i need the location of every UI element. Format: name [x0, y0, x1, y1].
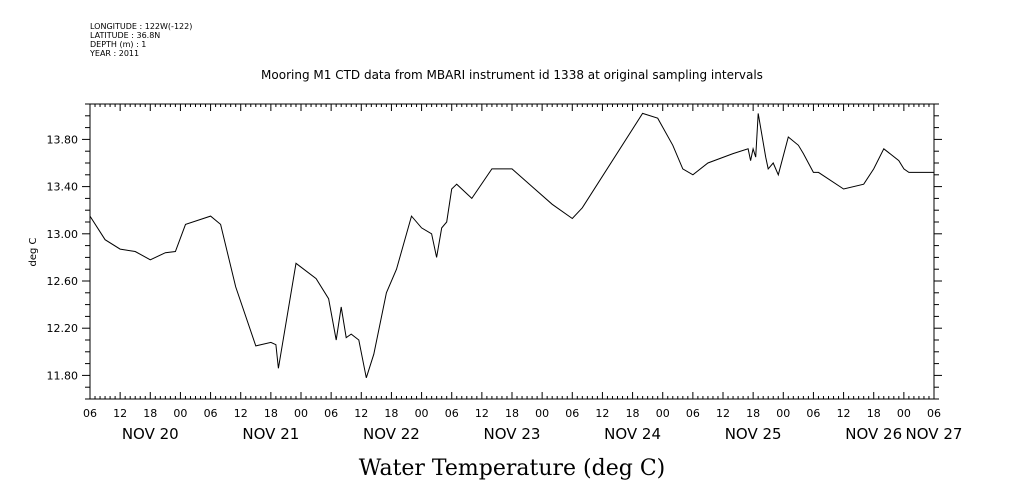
series-line	[89, 112, 934, 378]
x-hour-label: 06	[806, 407, 820, 420]
x-hour-label: 12	[475, 407, 489, 420]
x-day-label: NOV 22	[363, 425, 420, 443]
x-hour-label: 18	[505, 407, 519, 420]
y-axis-label: deg C	[28, 237, 39, 266]
x-tick-labels: 06 12 18 00 06 12 18 00 06 12 18 00 06 12 18 00 06 12 18 00…	[83, 407, 962, 443]
x-hour-label: 18	[626, 407, 640, 420]
x-axis-label: Water Temperature (deg C)	[359, 456, 666, 481]
x-hour-label: 00	[415, 407, 429, 420]
x-hour-label: 12	[113, 407, 127, 420]
y-tick-label: 12.60	[47, 275, 79, 288]
x-day-label: NOV 23	[484, 425, 541, 443]
x-hour-label: 18	[867, 407, 881, 420]
longitude-label: LONGITUDE : 122W(-122)	[90, 22, 193, 31]
x-day-label: NOV 20	[122, 425, 179, 443]
metadata-block: LONGITUDE : 122W(-122) LATITUDE : 36.8N …	[90, 22, 192, 58]
x-hour-label: 00	[294, 407, 308, 420]
y-tick-labels: 11.80 12.20 12.60 13.00 13.40 13.80	[47, 133, 79, 382]
x-hour-label: 00	[897, 407, 911, 420]
x-hour-label: 18	[384, 407, 398, 420]
x-hour-label: 12	[837, 407, 851, 420]
x-hour-label: 18	[746, 407, 760, 420]
x-hour-label: 00	[173, 407, 187, 420]
x-hour-label: 12	[234, 407, 248, 420]
x-day-label: NOV 26	[845, 425, 902, 443]
x-day-label: NOV 24	[604, 425, 661, 443]
x-hour-label: 06	[324, 407, 338, 420]
y-tick-label: 13.00	[47, 228, 79, 241]
x-hour-label: 12	[595, 407, 609, 420]
x-hour-label: 00	[535, 407, 549, 420]
x-hour-label: 06	[445, 407, 459, 420]
chart-title: Mooring M1 CTD data from MBARI instrumen…	[261, 68, 763, 82]
x-day-label: NOV 25	[725, 425, 782, 443]
y-tick-label: 13.80	[47, 133, 79, 146]
y-tick-label: 11.80	[47, 369, 79, 382]
plot-frame	[89, 103, 935, 400]
y-tick-label: 12.20	[47, 322, 79, 335]
x-day-label: NOV 21	[242, 425, 299, 443]
x-hour-label: 18	[264, 407, 278, 420]
x-hour-label: 06	[686, 407, 700, 420]
year-label: YEAR : 2011	[90, 49, 140, 58]
x-hour-label: 12	[716, 407, 730, 420]
x-day-label: NOV 27	[906, 425, 963, 443]
x-hour-label: 12	[354, 407, 368, 420]
y-tick-label: 13.40	[47, 181, 79, 194]
axis-ticks	[82, 103, 942, 400]
x-hour-label: 06	[927, 407, 941, 420]
x-hour-label: 00	[656, 407, 670, 420]
latitude-label: LATITUDE : 36.8N	[90, 31, 161, 40]
x-hour-label: 00	[776, 407, 790, 420]
x-hour-label: 18	[143, 407, 157, 420]
x-hour-label: 06	[204, 407, 218, 420]
x-hour-label: 06	[83, 407, 97, 420]
x-hour-label: 06	[565, 407, 579, 420]
depth-label: DEPTH (m) : 1	[90, 40, 147, 49]
